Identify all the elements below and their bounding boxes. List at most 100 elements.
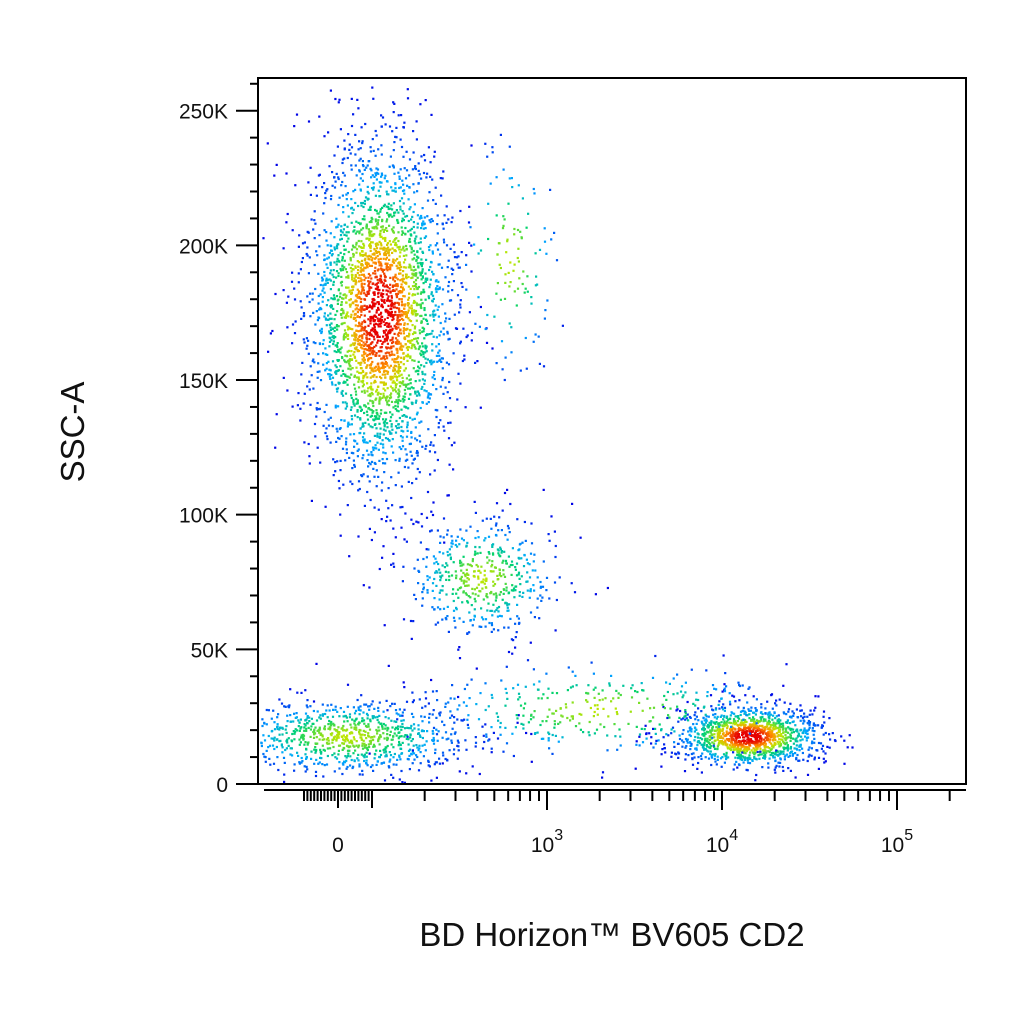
data-point — [352, 255, 355, 258]
data-point — [486, 609, 489, 612]
data-point — [392, 389, 395, 392]
data-point — [325, 741, 329, 744]
data-point — [381, 116, 385, 119]
data-point — [360, 327, 363, 330]
data-point — [326, 438, 329, 441]
data-point — [359, 300, 362, 303]
data-point — [351, 718, 354, 721]
data-point — [774, 717, 777, 720]
data-point — [355, 397, 358, 400]
data-point — [447, 280, 451, 284]
data-point — [275, 163, 278, 166]
data-point — [392, 231, 395, 234]
data-point — [325, 263, 328, 266]
data-point — [402, 400, 405, 403]
data-point — [400, 373, 403, 376]
data-point — [374, 353, 377, 356]
data-point — [295, 113, 299, 116]
data-point — [332, 337, 335, 340]
data-point — [387, 299, 390, 302]
data-point — [459, 559, 462, 562]
data-point — [409, 328, 412, 332]
data-point — [750, 718, 753, 721]
data-point — [344, 736, 347, 739]
data-point — [367, 276, 370, 279]
data-point — [364, 266, 367, 269]
data-point — [457, 749, 460, 752]
data-point — [412, 752, 416, 755]
data-point — [426, 396, 429, 399]
data-point — [375, 390, 378, 393]
data-point — [396, 246, 399, 249]
data-point — [442, 536, 445, 539]
data-point — [435, 336, 438, 339]
data-point — [368, 230, 371, 233]
data-point — [480, 625, 483, 628]
data-point — [368, 233, 371, 236]
data-point — [752, 728, 755, 731]
data-point — [370, 216, 373, 219]
data-point — [678, 737, 682, 741]
data-point — [391, 208, 394, 211]
data-point — [400, 313, 403, 316]
data-point — [350, 415, 353, 418]
data-point — [407, 339, 410, 343]
data-point — [488, 621, 491, 625]
data-point — [431, 294, 435, 297]
data-point — [363, 759, 366, 763]
data-point — [769, 728, 772, 731]
data-point — [323, 291, 326, 294]
data-point — [807, 736, 810, 739]
data-point — [385, 249, 388, 253]
data-point — [467, 595, 470, 598]
data-point — [358, 230, 361, 233]
data-point — [329, 328, 333, 331]
data-point — [420, 525, 424, 528]
data-point — [345, 193, 348, 196]
data-point — [328, 332, 331, 335]
data-point — [497, 552, 500, 555]
data-point — [353, 727, 356, 731]
data-point — [394, 404, 397, 408]
data-point — [431, 582, 435, 585]
data-point — [271, 744, 275, 747]
data-point — [341, 161, 344, 165]
data-point — [409, 245, 412, 248]
data-point — [386, 325, 389, 328]
data-point — [638, 735, 641, 738]
data-point — [281, 733, 284, 736]
data-point — [439, 541, 442, 544]
data-point — [812, 722, 815, 725]
data-point — [452, 599, 455, 603]
data-point — [347, 367, 350, 370]
data-point — [291, 342, 294, 345]
data-point — [307, 741, 310, 744]
data-point — [394, 536, 397, 539]
data-point — [408, 333, 411, 336]
data-point — [490, 751, 493, 754]
data-point — [496, 548, 499, 551]
data-point — [755, 746, 758, 749]
data-point — [400, 735, 403, 738]
data-point — [387, 323, 390, 326]
data-point — [505, 602, 508, 605]
data-point — [434, 748, 437, 751]
data-point — [768, 750, 771, 754]
data-point — [353, 738, 356, 741]
data-point — [335, 440, 338, 443]
data-point — [386, 744, 389, 748]
data-point — [345, 402, 348, 405]
data-point — [368, 352, 371, 355]
data-point — [414, 390, 417, 393]
data-point — [312, 736, 316, 739]
data-point — [368, 346, 371, 349]
data-point — [510, 589, 513, 592]
data-point — [383, 285, 386, 288]
data-point — [374, 302, 377, 305]
data-point — [353, 726, 356, 729]
data-point — [362, 350, 366, 353]
data-point — [332, 283, 335, 286]
data-point — [373, 305, 376, 308]
data-point — [467, 221, 471, 224]
data-point — [330, 194, 333, 198]
